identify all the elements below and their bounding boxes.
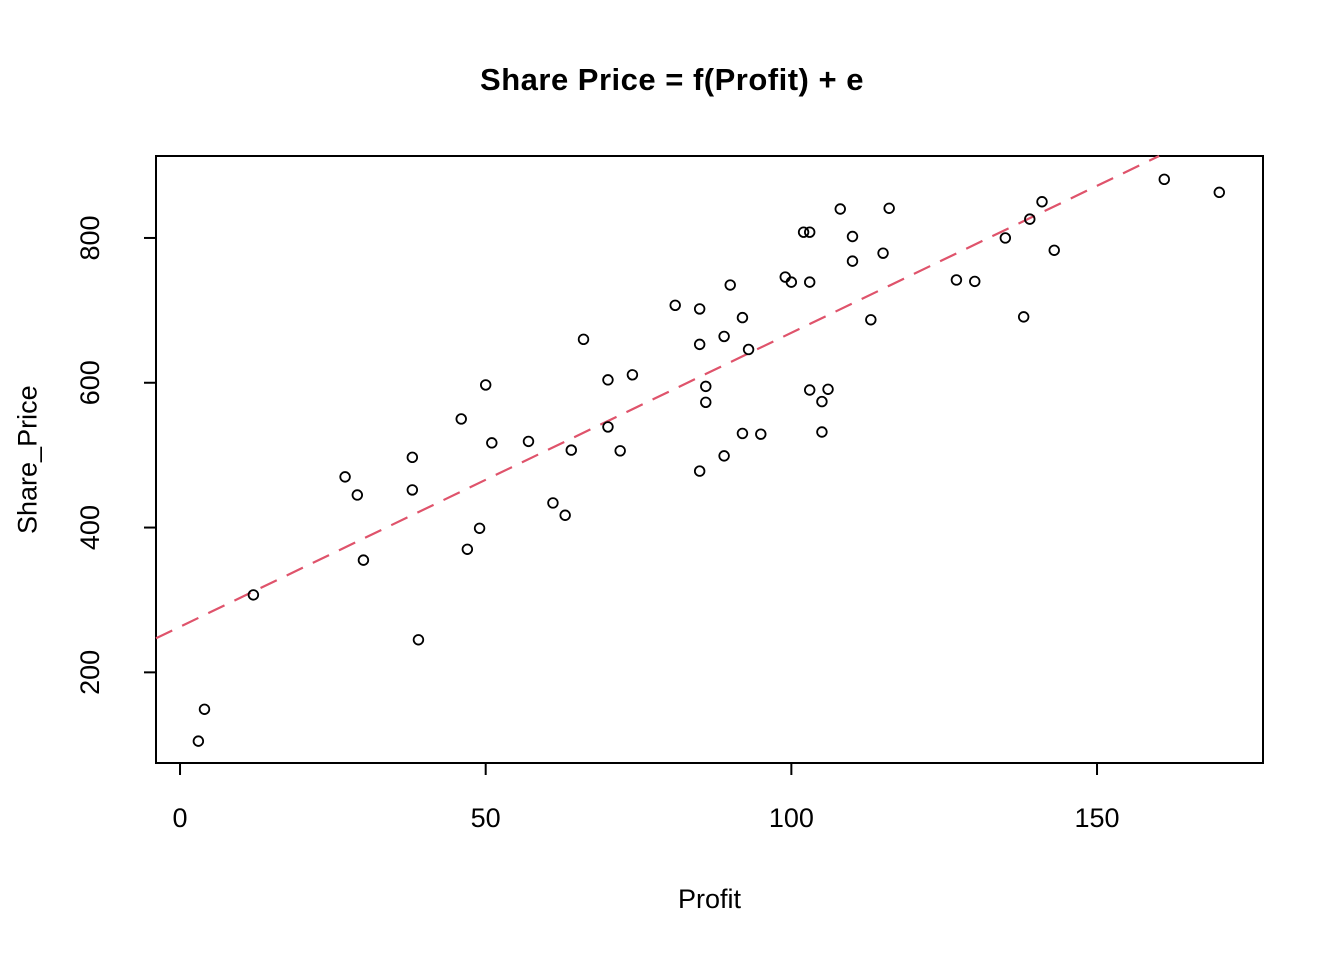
- regression-line: [155, 155, 1160, 640]
- data-point: [1036, 196, 1048, 208]
- data-point: [1048, 244, 1060, 256]
- data-point: [803, 276, 816, 288]
- data-point: [669, 299, 681, 311]
- y-tick-label: 800: [75, 215, 105, 260]
- data-point: [247, 589, 260, 601]
- data-point: [755, 428, 767, 440]
- data-point: [565, 444, 577, 456]
- data-point: [1017, 311, 1030, 323]
- y-tick-label: 400: [75, 505, 105, 550]
- data-point: [351, 489, 364, 501]
- data-point: [479, 379, 492, 391]
- data-point: [999, 232, 1012, 244]
- data-point: [522, 435, 535, 448]
- data-point: [700, 380, 712, 393]
- data-point: [547, 497, 559, 509]
- data-point: [473, 522, 486, 534]
- data-point: [950, 274, 963, 286]
- data-point: [614, 445, 626, 457]
- data-point: [602, 421, 614, 433]
- data-point: [816, 395, 828, 408]
- x-axis-title: Profit: [677, 884, 742, 914]
- data-point: [816, 426, 828, 438]
- data-point: [865, 314, 877, 326]
- data-point: [846, 255, 859, 267]
- data-point: [718, 330, 730, 343]
- data-point: [700, 396, 712, 409]
- data-point: [693, 303, 706, 315]
- data-point: [486, 437, 498, 449]
- data-point: [846, 230, 859, 243]
- data-point: [803, 384, 816, 396]
- data-point: [883, 202, 895, 214]
- data-point: [1158, 173, 1170, 186]
- data-point: [192, 735, 205, 747]
- data-point: [339, 471, 351, 483]
- y-axis-title: Share_Price: [12, 385, 43, 534]
- x-tick-label: 150: [1074, 803, 1119, 833]
- data-point: [803, 226, 816, 238]
- plot-box: [155, 155, 1264, 764]
- data-point: [736, 311, 749, 324]
- data-point: [559, 509, 571, 521]
- data-point: [693, 465, 706, 477]
- data-point: [1213, 186, 1225, 199]
- chart-title: Share Price = f(Profit) + e: [480, 62, 864, 97]
- data-point: [461, 543, 474, 555]
- data-point: [406, 484, 419, 496]
- data-point: [822, 383, 834, 395]
- x-tick-label: 0: [173, 803, 188, 833]
- data-point: [626, 369, 639, 381]
- data-point: [198, 703, 211, 715]
- data-point: [736, 427, 749, 440]
- data-point: [406, 451, 419, 464]
- data-point: [797, 226, 810, 238]
- data-point: [718, 450, 730, 462]
- data-point: [357, 554, 370, 566]
- y-tick-label: 200: [75, 650, 105, 695]
- x-tick-label: 100: [769, 803, 814, 833]
- x-tick-label: 50: [471, 803, 501, 833]
- data-point: [969, 275, 981, 288]
- data-point: [577, 333, 590, 346]
- data-point: [834, 203, 846, 215]
- data-point: [455, 413, 467, 425]
- data-point: [412, 634, 425, 646]
- data-point: [693, 338, 706, 351]
- data-point: [1024, 213, 1036, 225]
- data-point: [779, 271, 791, 283]
- data-point: [602, 374, 614, 386]
- data-point: [724, 279, 736, 291]
- data-point: [877, 247, 889, 259]
- data-point: [785, 276, 798, 288]
- data-point: [742, 343, 755, 356]
- y-tick-label: 600: [75, 360, 105, 405]
